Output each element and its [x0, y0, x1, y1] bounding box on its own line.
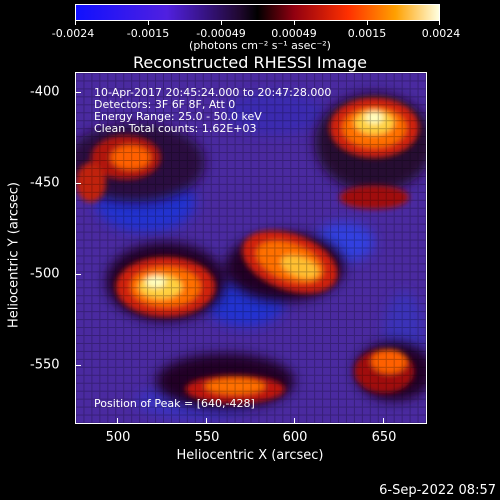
colorbar-tick-label: 0.00049	[271, 27, 317, 40]
colorbar-tick-label: 0.0024	[421, 27, 461, 40]
x-tick	[294, 418, 295, 424]
colorbar-tick	[367, 21, 368, 25]
colorbar-tick-label: -0.00049	[196, 27, 246, 40]
info-line-detectors: Detectors: 3F 6F 8F, Att 0	[94, 98, 236, 111]
colorbar	[75, 4, 440, 21]
colorbar-tick	[148, 21, 149, 25]
y-tick	[75, 92, 81, 93]
y-tick	[75, 365, 81, 366]
peak-position: Position of Peak = [640,-428]	[94, 397, 255, 410]
colorbar-tick-label: 0.0015	[347, 27, 387, 40]
heatmap-image	[76, 73, 426, 423]
colorbar-tick	[221, 21, 222, 25]
colorbar-tick-label: -0.0024	[51, 27, 95, 40]
info-line-energy: Energy Range: 25.0 - 50.0 keV	[94, 110, 262, 123]
x-tick-label: 550	[194, 430, 220, 445]
colorbar-tick	[439, 21, 440, 25]
solar-image-plot	[75, 72, 427, 424]
y-tick	[75, 183, 81, 184]
x-tick-label: 500	[105, 430, 131, 445]
y-tick-label: -450	[30, 175, 60, 191]
y-tick-label: -400	[30, 84, 60, 100]
colorbar-tick-label: -0.0015	[126, 27, 170, 40]
colorbar-tick	[75, 21, 76, 25]
info-line-counts: Clean Total counts: 1.62E+03	[94, 122, 257, 135]
colorbar-units: (photons cm⁻² s⁻¹ asec⁻²)	[189, 39, 331, 52]
y-axis-label: Heliocentric Y (arcsec)	[6, 182, 22, 328]
x-tick-label: 650	[371, 430, 397, 445]
y-tick-label: -550	[30, 357, 60, 373]
info-line-time: 10-Apr-2017 20:45:24.000 to 20:47:28.000	[94, 86, 332, 99]
colorbar-tick	[294, 21, 295, 25]
plot-title: Reconstructed RHESSI Image	[133, 53, 367, 72]
date-stamp: 6-Sep-2022 08:57	[379, 483, 496, 498]
x-tick	[206, 418, 207, 424]
x-tick-label: 600	[282, 430, 308, 445]
x-tick	[117, 418, 118, 424]
y-tick-label: -500	[30, 266, 60, 282]
y-tick	[75, 274, 81, 275]
x-axis-label: Heliocentric X (arcsec)	[176, 448, 324, 463]
x-tick	[383, 418, 384, 424]
